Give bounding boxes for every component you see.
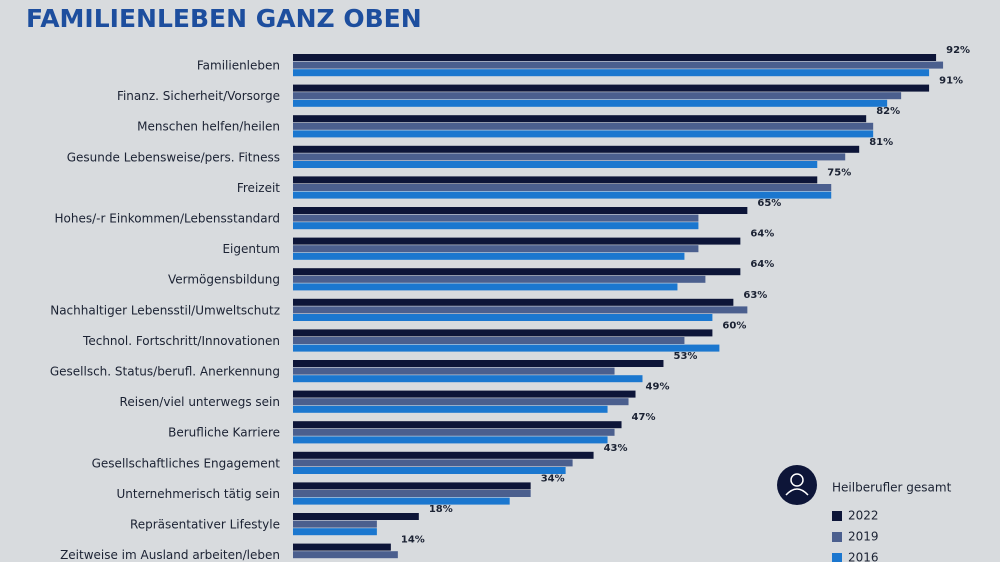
category-label: Menschen helfen/heilen (137, 120, 280, 134)
category-label: Gesunde Lebensweise/pers. Fitness (67, 150, 280, 164)
category-label: Gesellschaftliches Engagement (92, 456, 281, 470)
bar (293, 61, 944, 69)
bar (293, 421, 622, 429)
bar (293, 367, 615, 375)
category-label: Berufliche Karriere (168, 426, 280, 440)
bar (293, 115, 867, 123)
bar (293, 99, 888, 107)
bar (293, 459, 573, 467)
bar (293, 360, 664, 367)
value-label: 64% (750, 229, 774, 240)
bar (293, 207, 748, 214)
value-label: 43% (604, 443, 628, 454)
bar (293, 398, 629, 406)
bar (293, 298, 734, 306)
bar (293, 161, 818, 168)
bar (293, 92, 902, 100)
bar (293, 275, 706, 283)
bar (293, 390, 636, 398)
bar (293, 84, 930, 92)
bar (293, 329, 713, 337)
category-label: Finanz. Sicherheit/Vorsorge (117, 89, 280, 103)
legend-label: 2022 (848, 509, 879, 523)
bar (293, 490, 531, 497)
bar (293, 122, 874, 130)
value-label: 82% (876, 106, 900, 117)
bar (293, 176, 818, 184)
bar (293, 344, 720, 352)
category-label: Familienleben (197, 59, 280, 73)
category-label: Reisen/viel unterwegs sein (120, 395, 280, 409)
bar (293, 245, 699, 253)
bar (293, 513, 419, 520)
bar (293, 482, 531, 490)
bar (293, 268, 741, 276)
bar (293, 184, 832, 191)
value-label: 49% (646, 382, 670, 393)
bar (293, 467, 566, 474)
bar (293, 520, 377, 528)
legend-icon-head (790, 473, 804, 487)
bar (293, 214, 699, 222)
chart-title: FAMILIENLEBEN GANZ OBEN (26, 4, 422, 33)
bar (293, 337, 685, 344)
legend-icon-body (785, 488, 809, 496)
value-label: 53% (674, 351, 698, 362)
value-label: 63% (743, 290, 767, 301)
value-label: 75% (827, 167, 851, 178)
bar (293, 428, 615, 436)
bar (293, 191, 832, 199)
value-label: 92% (946, 45, 970, 56)
category-label: Eigentum (222, 242, 280, 256)
bar (293, 528, 377, 536)
bar (293, 405, 608, 413)
category-label: Zeitweise im Ausland arbeiten/leben (60, 548, 280, 562)
legend-label: 2016 (848, 551, 879, 562)
value-label: 65% (757, 198, 781, 209)
category-label: Vermögensbildung (168, 273, 280, 287)
bar (293, 145, 860, 153)
category-label: Freizeit (237, 181, 280, 195)
value-label: 34% (541, 473, 565, 484)
bar (293, 130, 874, 138)
legend-icon (777, 465, 817, 505)
value-label: 47% (632, 412, 656, 423)
bar (293, 551, 398, 559)
bar (293, 69, 930, 77)
bar (293, 222, 699, 230)
bar (293, 54, 937, 61)
bar (293, 375, 643, 383)
bar (293, 436, 608, 444)
value-label: 14% (401, 535, 425, 546)
bar (293, 451, 594, 459)
value-label: 91% (939, 76, 963, 87)
legend-swatch (832, 553, 842, 562)
category-label: Repräsentativer Lifestyle (130, 518, 280, 532)
value-label: 64% (750, 259, 774, 270)
legend-swatch (832, 511, 842, 521)
legend-title: Heilberufler gesamt (832, 481, 952, 495)
value-label: 18% (429, 504, 453, 515)
category-label: Hohes/-r Einkommen/Lebensstandard (55, 212, 280, 226)
category-label: Nachhaltiger Lebensstil/Umweltschutz (50, 303, 280, 317)
bar (293, 252, 685, 260)
legend-swatch (832, 532, 842, 542)
bar (293, 283, 678, 291)
bar (293, 314, 713, 321)
bar (293, 497, 510, 505)
category-label: Unternehmerisch tätig sein (116, 487, 280, 501)
bar (293, 237, 741, 245)
value-label: 60% (722, 320, 746, 331)
value-label: 81% (869, 137, 893, 148)
bar (293, 306, 748, 314)
category-label: Gesellsch. Status/berufl. Anerkennung (50, 365, 280, 379)
bar (293, 543, 391, 551)
legend-label: 2019 (848, 530, 879, 544)
bar (293, 153, 846, 161)
category-label: Technol. Fortschritt/Innovationen (82, 334, 280, 348)
